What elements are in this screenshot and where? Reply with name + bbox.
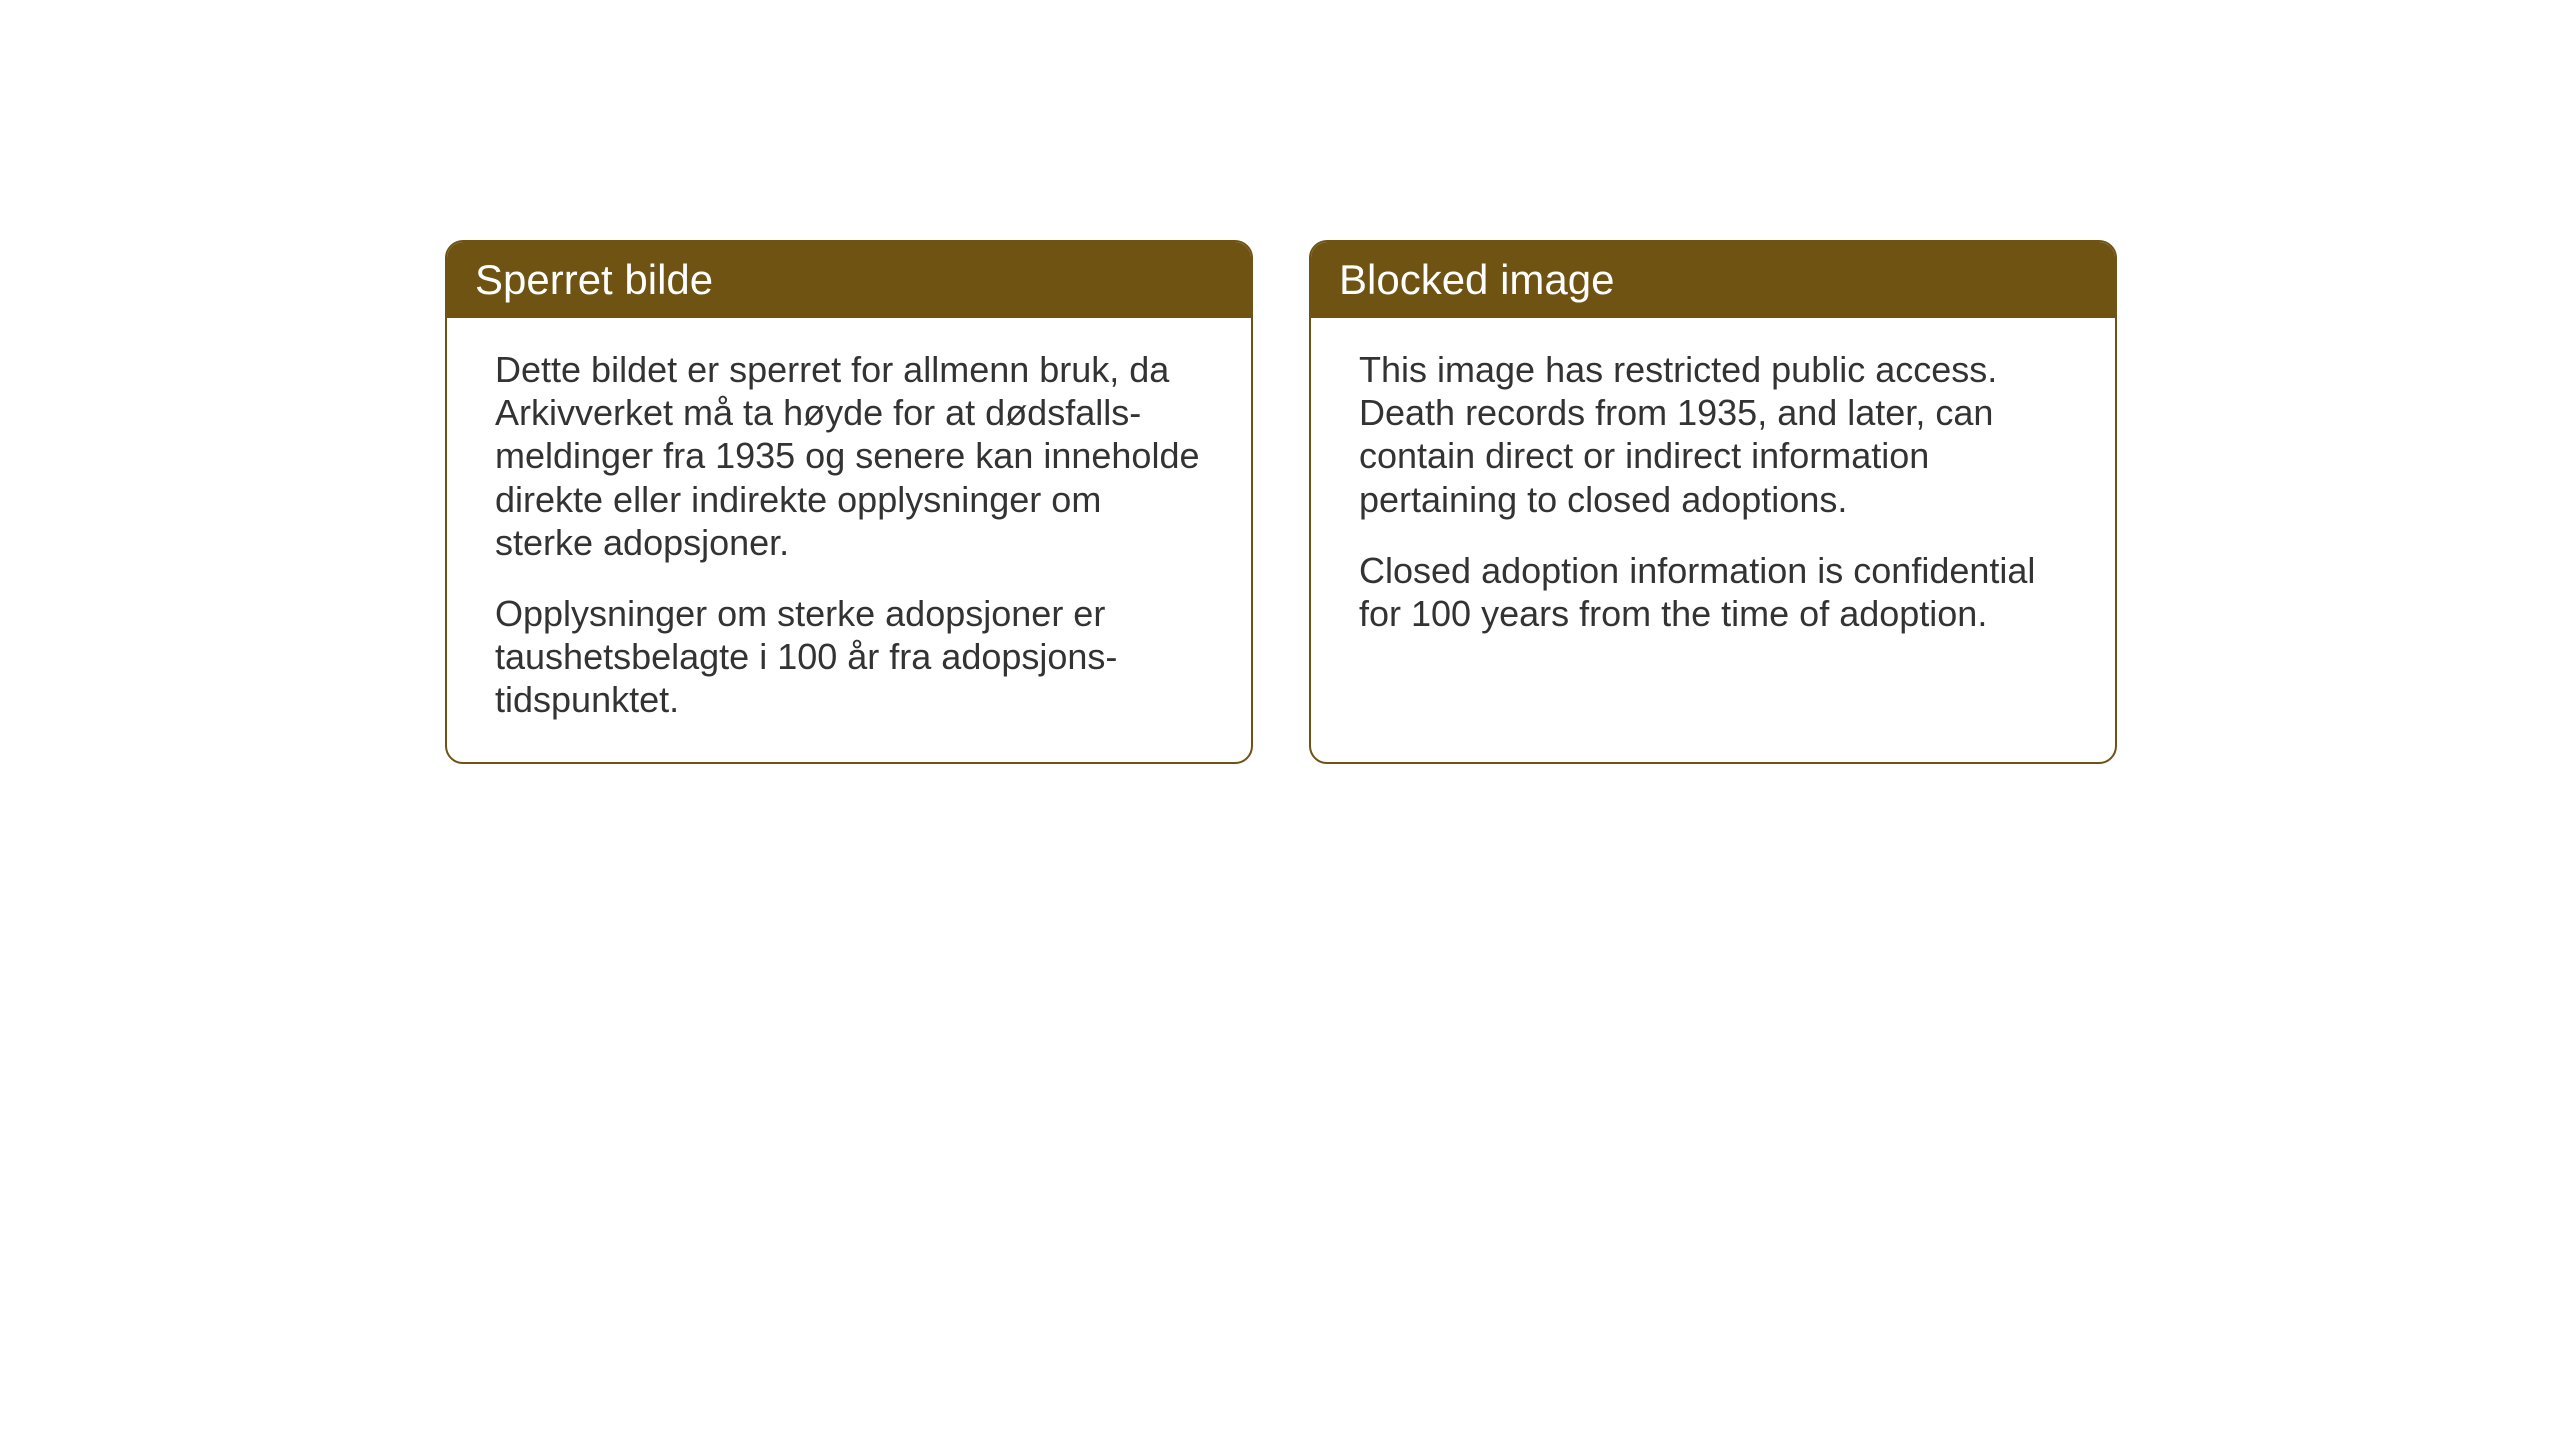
card-paragraph-1-english: This image has restricted public access.… (1359, 348, 2067, 521)
card-title-norwegian: Sperret bilde (475, 256, 713, 303)
card-title-english: Blocked image (1339, 256, 1614, 303)
card-norwegian: Sperret bilde Dette bildet er sperret fo… (445, 240, 1253, 764)
cards-container: Sperret bilde Dette bildet er sperret fo… (445, 240, 2117, 764)
card-paragraph-2-norwegian: Opplysninger om sterke adopsjoner er tau… (495, 592, 1203, 722)
card-body-english: This image has restricted public access.… (1311, 318, 2115, 675)
card-body-norwegian: Dette bildet er sperret for allmenn bruk… (447, 318, 1251, 762)
card-paragraph-2-english: Closed adoption information is confident… (1359, 549, 2067, 635)
card-header-english: Blocked image (1311, 242, 2115, 318)
card-paragraph-1-norwegian: Dette bildet er sperret for allmenn bruk… (495, 348, 1203, 564)
card-english: Blocked image This image has restricted … (1309, 240, 2117, 764)
card-header-norwegian: Sperret bilde (447, 242, 1251, 318)
